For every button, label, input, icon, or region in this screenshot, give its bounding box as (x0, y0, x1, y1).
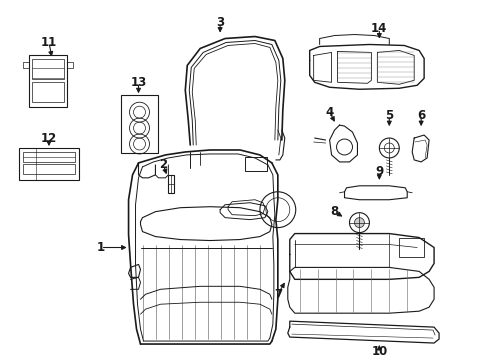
Text: 2: 2 (159, 158, 167, 171)
Circle shape (354, 218, 364, 228)
Bar (32, 59, 64, 79)
Bar (19, 148, 79, 180)
Bar (398, 238, 423, 257)
Bar (23, 164, 75, 174)
Text: 9: 9 (374, 165, 383, 178)
Text: 12: 12 (41, 131, 57, 144)
Bar (32, 82, 64, 102)
Text: 11: 11 (41, 36, 57, 49)
Text: 1: 1 (97, 241, 104, 254)
Text: 14: 14 (370, 22, 387, 35)
Bar (244, 157, 266, 171)
Text: 3: 3 (216, 16, 224, 29)
Text: 13: 13 (130, 76, 146, 89)
Text: 10: 10 (370, 345, 386, 357)
Bar (121, 95, 158, 153)
Bar (168, 175, 174, 193)
Bar (29, 55, 67, 107)
Bar (23, 152, 75, 162)
Text: 7: 7 (273, 288, 281, 301)
Text: 4: 4 (325, 105, 333, 119)
Text: 8: 8 (330, 205, 338, 218)
Text: 6: 6 (416, 109, 425, 122)
Text: 5: 5 (385, 109, 393, 122)
